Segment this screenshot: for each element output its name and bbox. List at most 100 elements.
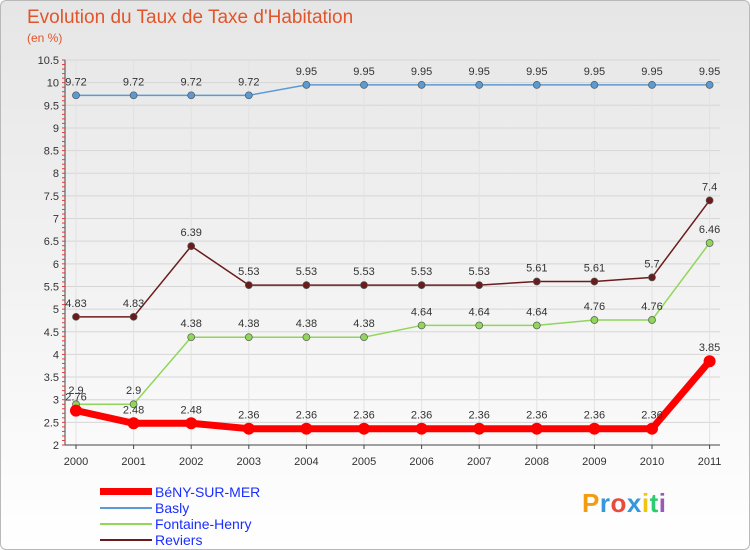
data-label: 2.36 bbox=[296, 410, 317, 422]
data-point bbox=[703, 355, 716, 368]
legend-swatch-fontaine-henry bbox=[100, 523, 152, 525]
data-label: 5.7 bbox=[644, 258, 659, 270]
data-label: 5.53 bbox=[468, 266, 489, 278]
data-point bbox=[705, 81, 714, 89]
data-label: 6.39 bbox=[180, 227, 201, 239]
data-label: 3.85 bbox=[699, 342, 720, 354]
y-tick-label: 9.5 bbox=[44, 100, 59, 112]
series-line-2 bbox=[76, 242, 711, 405]
data-label: 9.95 bbox=[699, 66, 720, 78]
data-label: 5.53 bbox=[411, 266, 432, 278]
data-label: 2.48 bbox=[123, 404, 144, 416]
data-label: 9.95 bbox=[411, 66, 432, 78]
data-point bbox=[588, 422, 601, 435]
data-label: 2.9 bbox=[126, 385, 141, 397]
x-tick-label: 2003 bbox=[237, 456, 261, 468]
logo-letter: t bbox=[649, 488, 659, 518]
y-tick-label: 7.5 bbox=[44, 191, 59, 203]
data-point bbox=[417, 281, 426, 289]
y-tick-label: 4 bbox=[53, 349, 59, 361]
data-label: 4.64 bbox=[468, 306, 489, 318]
chart-title: Evolution du Taux de Taxe d'Habitation bbox=[27, 7, 354, 28]
x-tick-label: 2002 bbox=[179, 456, 203, 468]
data-point bbox=[705, 196, 714, 205]
data-point bbox=[646, 422, 658, 435]
data-point bbox=[187, 333, 196, 342]
logo-letter: P bbox=[582, 488, 600, 518]
data-point bbox=[417, 81, 426, 89]
data-label: 9.95 bbox=[353, 66, 374, 78]
data-point bbox=[127, 417, 140, 430]
data-label: 2.36 bbox=[641, 410, 662, 422]
data-point bbox=[590, 316, 599, 324]
data-label: 9.72 bbox=[180, 76, 201, 88]
data-label: 2.36 bbox=[411, 410, 432, 422]
data-label: 9.95 bbox=[526, 66, 547, 78]
data-point bbox=[72, 312, 80, 321]
y-tick-label: 5 bbox=[53, 304, 59, 316]
data-point bbox=[300, 422, 313, 435]
data-point bbox=[360, 333, 368, 342]
legend-swatch-basly bbox=[100, 507, 152, 509]
x-tick-label: 2010 bbox=[640, 456, 664, 468]
data-label: 4.38 bbox=[353, 318, 374, 330]
x-tick-label: 2009 bbox=[582, 456, 606, 468]
y-tick-label: 10.5 bbox=[38, 55, 59, 67]
y-tick-label: 3.5 bbox=[44, 372, 59, 384]
y-tick-label: 8 bbox=[53, 168, 59, 180]
chart-subtitle: (en %) bbox=[27, 31, 63, 45]
data-point bbox=[185, 417, 198, 430]
data-label: 7.4 bbox=[702, 181, 717, 193]
data-point bbox=[648, 316, 656, 324]
data-label: 9.72 bbox=[65, 76, 86, 88]
x-tick-label: 2008 bbox=[525, 456, 549, 468]
data-point bbox=[302, 281, 311, 289]
data-label: 9.95 bbox=[468, 66, 489, 78]
data-label: 2.9 bbox=[68, 385, 83, 397]
data-point bbox=[244, 281, 253, 289]
data-label: 2.36 bbox=[584, 410, 605, 422]
legend-swatch-reviers bbox=[100, 539, 152, 541]
proxiti-logo: Proxiti bbox=[582, 488, 666, 519]
y-tick-label: 6.5 bbox=[44, 236, 59, 248]
data-point bbox=[302, 333, 311, 342]
data-point bbox=[475, 281, 484, 289]
logo-letter: o bbox=[610, 488, 627, 518]
y-tick-label: 5.5 bbox=[44, 281, 59, 293]
data-label: 4.38 bbox=[296, 318, 317, 330]
data-point bbox=[358, 422, 370, 435]
data-label: 2.48 bbox=[180, 404, 201, 416]
legend-label-reviers: Reviers bbox=[155, 532, 203, 548]
data-point bbox=[129, 400, 138, 409]
y-tick-label: 3 bbox=[53, 395, 59, 407]
x-tick-label: 2007 bbox=[467, 456, 491, 468]
logo-letter: i bbox=[641, 488, 650, 518]
data-point bbox=[244, 91, 253, 100]
series-line-0 bbox=[75, 358, 713, 433]
y-tick-label: 2.5 bbox=[44, 417, 59, 429]
x-tick-label: 2005 bbox=[352, 456, 376, 468]
data-point bbox=[475, 81, 484, 89]
legend-swatch-beny bbox=[100, 488, 152, 495]
y-tick-label: 9 bbox=[53, 123, 59, 135]
logo-letter: i bbox=[658, 488, 667, 518]
legend-label-fontaine-henry: Fontaine-Henry bbox=[155, 516, 252, 532]
data-label: 6.46 bbox=[699, 224, 720, 236]
data-point bbox=[187, 242, 196, 251]
data-label: 4.64 bbox=[411, 306, 432, 318]
data-label: 2.36 bbox=[526, 410, 547, 422]
data-label: 4.38 bbox=[180, 318, 201, 330]
data-label: 5.53 bbox=[296, 266, 317, 278]
data-label: 9.95 bbox=[296, 66, 317, 78]
data-point bbox=[129, 91, 138, 100]
data-label: 2.36 bbox=[468, 410, 489, 422]
data-label: 9.72 bbox=[238, 76, 259, 88]
data-point bbox=[590, 277, 599, 286]
data-label: 9.95 bbox=[584, 66, 605, 78]
data-label: 9.72 bbox=[123, 76, 144, 88]
data-point bbox=[70, 404, 82, 417]
x-tick-label: 2000 bbox=[64, 456, 88, 468]
data-point bbox=[415, 422, 428, 435]
data-label: 5.53 bbox=[353, 266, 374, 278]
